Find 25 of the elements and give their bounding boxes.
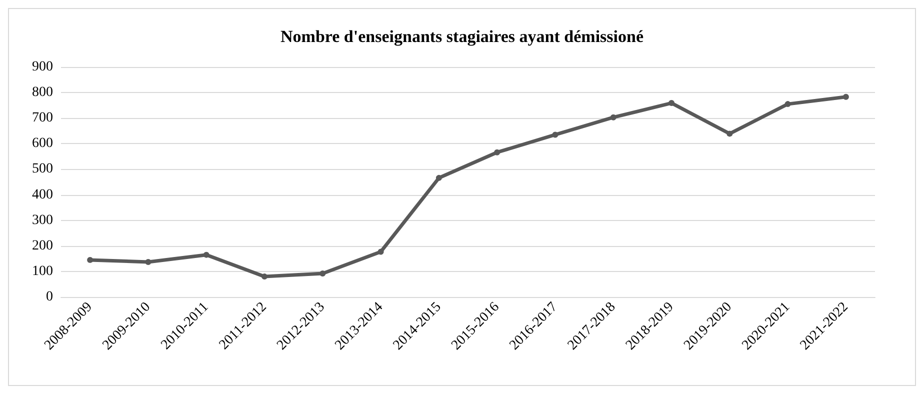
point	[436, 174, 442, 181]
point	[262, 274, 268, 280]
y-tick-label: 700	[32, 110, 53, 126]
y-tick-label: 100	[32, 264, 53, 279]
y-tick-label: 600	[32, 136, 53, 152]
point	[552, 132, 558, 138]
y-tick-label: 200	[32, 238, 53, 254]
point	[842, 94, 849, 100]
point	[610, 114, 616, 120]
point	[203, 252, 210, 258]
point	[87, 256, 94, 263]
y-tick-label: 400	[32, 187, 53, 202]
point	[494, 149, 500, 156]
chart-title: Nombre d'enseignants stagiaires ayant démissioné	[280, 27, 644, 46]
point	[726, 130, 733, 137]
point	[784, 101, 791, 108]
y-tick-label: 800	[32, 85, 53, 100]
point	[320, 270, 326, 276]
point	[378, 248, 384, 255]
point	[145, 258, 152, 265]
y-tick-label: 300	[32, 212, 53, 228]
y-tick-label: 500	[32, 162, 53, 177]
y-tick-label: 0	[46, 290, 53, 304]
point	[668, 100, 674, 106]
y-tick-label: 900	[32, 60, 53, 74]
